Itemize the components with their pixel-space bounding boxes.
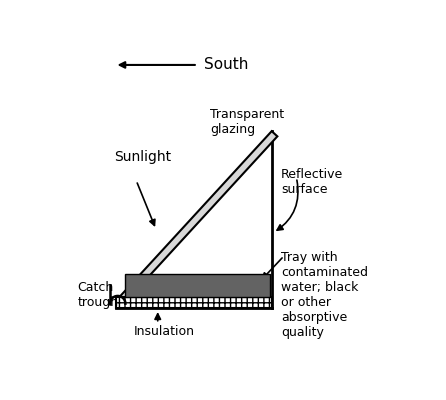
Text: Reflective
surface: Reflective surface xyxy=(281,168,343,196)
Text: Catch
trough: Catch trough xyxy=(78,280,119,308)
Text: Tray with
contaminated
water; black
or other
absorptive
quality: Tray with contaminated water; black or o… xyxy=(281,251,368,339)
Polygon shape xyxy=(116,131,277,306)
Text: Sunlight: Sunlight xyxy=(115,150,172,164)
Text: South: South xyxy=(204,58,248,72)
Text: Transparent
glazing: Transparent glazing xyxy=(210,108,284,136)
Text: Insulation: Insulation xyxy=(133,325,194,338)
Bar xyxy=(125,274,270,298)
Bar xyxy=(116,298,272,308)
